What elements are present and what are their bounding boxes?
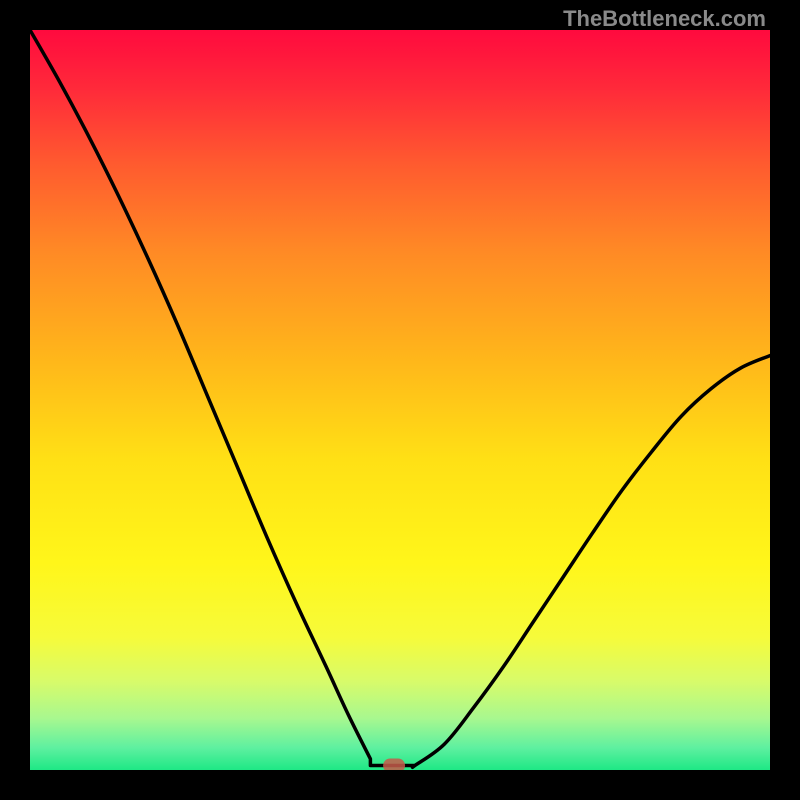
plot-area (30, 30, 770, 770)
chart-container: TheBottleneck.com (0, 0, 800, 800)
watermark-text: TheBottleneck.com (563, 6, 766, 32)
gradient-background (30, 30, 770, 770)
